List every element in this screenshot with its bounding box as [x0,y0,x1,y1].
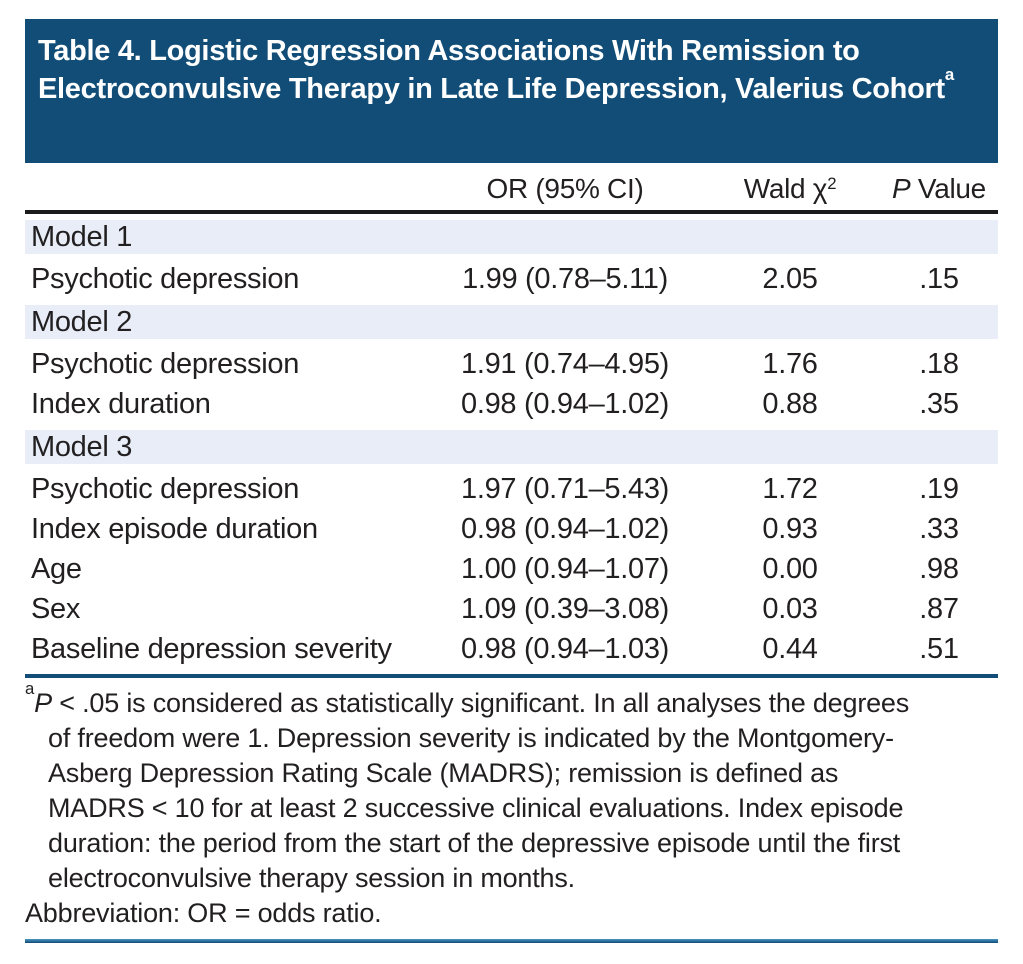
row-label: Index duration [31,387,211,420]
footnote-line: MADRS < 10 for at least 2 successive cli… [48,793,904,823]
footnote-line: of freedom were 1. Depression severity i… [48,723,894,753]
or-ci-value: 0.98 (0.94–1.02) [460,512,670,545]
wald-value: 1.72 [762,472,818,505]
row-label: Sex [31,592,81,625]
wald-value: 0.44 [762,632,818,665]
footnote-line: aP < .05 is considered as statistically … [25,679,910,718]
p-value: .35 [919,387,959,420]
section-label: Model 1 [31,220,133,253]
wald-value: 0.00 [762,552,818,585]
footnote-line: electroconvulsive therapy session in mon… [48,863,575,893]
wald-value: 0.03 [762,592,818,625]
footnote-line: duration: the period from the start of t… [48,828,901,858]
section-header-model-3: Model 3 [25,430,998,464]
table-row: Psychotic depression 1.99 (0.78–5.11) 2.… [25,259,998,299]
or-ci-value: 1.09 (0.39–3.08) [460,592,670,625]
section-label: Model 2 [31,305,133,338]
table-row: Psychotic depression 1.97 (0.71–5.43) 1.… [25,469,998,509]
row-label: Psychotic depression [31,262,300,295]
p-value: .87 [919,592,959,625]
table-row: Index episode duration 0.98 (0.94–1.02) … [25,509,998,549]
wald-value: 2.05 [762,262,818,295]
or-ci-value: 1.97 (0.71–5.43) [460,472,670,505]
figure-bottom-rule [25,939,998,943]
or-ci-value: 0.98 (0.94–1.03) [460,632,670,665]
column-header-wald-chi2: Wald χ2 [743,173,837,204]
row-label: Index episode duration [31,512,318,545]
or-ci-value: 1.91 (0.74–4.95) [460,347,670,380]
header-rule [25,210,998,214]
section-label: Model 3 [31,430,133,463]
table-row: Psychotic depression 1.91 (0.74–4.95) 1.… [25,344,998,384]
p-value: .15 [919,262,959,295]
footnote-abbreviation: Abbreviation: OR = odds ratio. [25,898,382,928]
wald-value: 1.76 [762,347,818,380]
row-label: Baseline depression severity [31,632,392,665]
p-value: .51 [919,632,959,665]
row-label: Psychotic depression [31,472,300,505]
p-value: .18 [919,347,959,380]
table-header-row: OR (95% CI) Wald χ2 P Value [25,163,998,210]
p-value: .19 [919,472,959,505]
table-footnote: aP < .05 is considered as statistically … [25,678,998,931]
section-header-model-1: Model 1 [25,220,998,254]
or-ci-value: 0.98 (0.94–1.02) [460,387,670,420]
table-row: Baseline depression severity 0.98 (0.94–… [25,629,998,669]
column-header-p-value: P Value [892,173,986,204]
footnote-marker: a [25,679,35,699]
table-figure: Table 4. Logistic Regression Association… [25,19,998,943]
body-bottom-rule [25,674,998,678]
row-label: Psychotic depression [31,347,300,380]
table-title: Table 4. Logistic Regression Association… [38,35,945,105]
or-ci-value: 1.00 (0.94–1.07) [460,552,670,585]
wald-value: 0.88 [762,387,818,420]
table-row: Sex 1.09 (0.39–3.08) 0.03 .87 [25,589,998,629]
table-title-footnote-marker: a [944,64,954,84]
table-title-bar: Table 4. Logistic Regression Association… [25,19,998,163]
table-row: Age 1.00 (0.94–1.07) 0.00 .98 [25,549,998,589]
wald-value: 0.93 [762,512,818,545]
row-label: Age [31,552,82,585]
section-header-model-2: Model 2 [25,305,998,339]
column-header-or-ci: OR (95% CI) [486,173,644,204]
p-value: .33 [919,512,959,545]
p-value: .98 [919,552,959,585]
footnote-line: Asberg Depression Rating Scale (MADRS); … [48,758,839,788]
table-row: Index duration 0.98 (0.94–1.02) 0.88 .35 [25,384,998,424]
or-ci-value: 1.99 (0.78–5.11) [462,262,668,295]
